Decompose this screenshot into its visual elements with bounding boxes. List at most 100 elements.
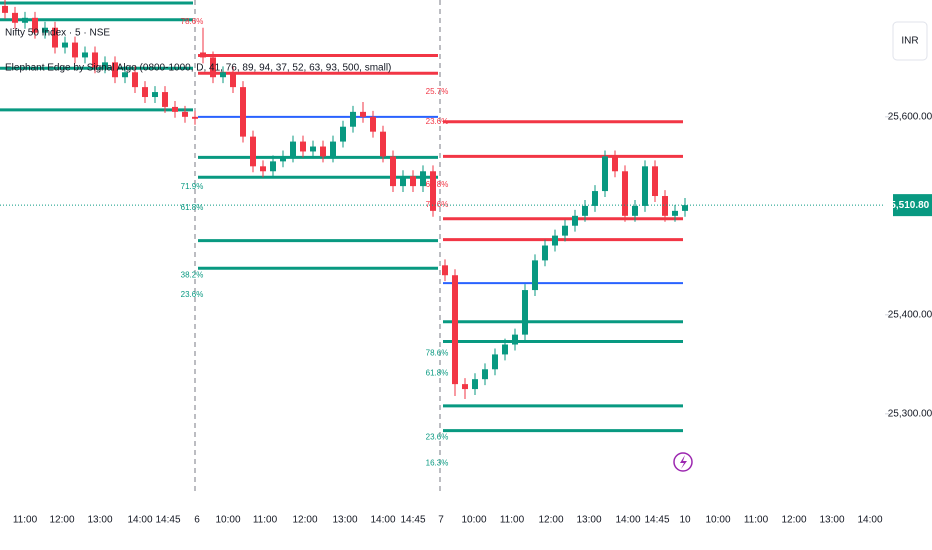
x-tick-label: 11:00 (253, 515, 278, 526)
currency-box[interactable] (892, 21, 928, 61)
candle-body (522, 290, 528, 335)
candle-body (502, 344, 508, 355)
candle-body (552, 235, 558, 246)
level-label: 23.6% (181, 290, 204, 299)
x-tick-label: 14:00 (615, 515, 640, 526)
candle-body (162, 92, 168, 107)
x-tick-label: 12:00 (781, 515, 806, 526)
level-label: 61.8% (426, 180, 449, 189)
candle-body (492, 354, 498, 370)
level-label: 61.8% (181, 203, 204, 212)
candle-body (172, 106, 178, 112)
x-tick-label: 14:45 (155, 515, 180, 526)
candle-body (62, 42, 68, 48)
candle-body (230, 72, 236, 88)
alert-bolt (680, 455, 687, 469)
x-tick-label: 14:45 (644, 515, 669, 526)
candle-body (22, 17, 28, 23)
candle-body (92, 52, 98, 68)
last-price-box (893, 194, 932, 217)
level-label: 25.7% (426, 87, 449, 96)
candle-body (390, 156, 396, 187)
candle-body (512, 334, 518, 345)
candle-body (122, 72, 128, 78)
x-tick-label: 13:00 (87, 515, 112, 526)
candle-body (280, 156, 286, 162)
candle-body (462, 384, 468, 390)
candle-body (102, 62, 108, 68)
candle-body (260, 166, 266, 172)
candle-body (452, 275, 458, 385)
candle-body (430, 171, 436, 211)
x-tick-label: 10:00 (705, 515, 730, 526)
candle-body (2, 5, 8, 13)
candle-body (72, 42, 78, 58)
candle-body (12, 12, 18, 23)
candle-body (360, 111, 366, 117)
level-label: 23.6% (426, 433, 449, 442)
y-tick-label: 25,600.00 (888, 111, 932, 122)
x-tick-label: 13:00 (332, 515, 357, 526)
candle-body (582, 205, 588, 216)
chart-title: Nifty 50 Index · 5 · NSE (5, 28, 110, 39)
x-tick-label: 13:00 (576, 515, 601, 526)
candle-body (652, 166, 658, 197)
candle-body (250, 136, 256, 167)
candle-body (420, 171, 426, 187)
y-tick-label: 25,400.00 (888, 309, 932, 320)
candle-body (42, 27, 48, 33)
level-label: 78.6% (426, 200, 449, 209)
candle-body (210, 57, 216, 78)
candle-body (52, 27, 58, 48)
candle-body (32, 17, 38, 33)
candle-body (572, 215, 578, 226)
x-tick-label: 10:00 (461, 515, 486, 526)
x-tick-label: 6 (194, 515, 200, 526)
candle-body (132, 72, 138, 88)
candle-body (672, 210, 678, 216)
last-price-label: 25,510.80 (885, 200, 930, 211)
candle-body (662, 196, 668, 216)
candle-body (410, 176, 416, 187)
candle-body (220, 72, 226, 78)
x-tick-label: 12:00 (292, 515, 317, 526)
indicator-title: Elephant Edge by Signal Algo (0800-1000,… (5, 63, 391, 74)
candle-body (622, 171, 628, 216)
candle-body (542, 245, 548, 261)
x-tick-label: 14:00 (857, 515, 882, 526)
candle-body (682, 205, 688, 211)
candle-body (270, 161, 276, 172)
x-tick-label: 10:00 (215, 515, 240, 526)
level-label: 78.6% (426, 349, 449, 358)
candle-body (192, 116, 198, 119)
candle-body (612, 156, 618, 172)
level-label: 38.2% (181, 270, 204, 279)
candle-body (200, 52, 206, 58)
x-tick-label: 14:00 (127, 515, 152, 526)
candle-body (482, 369, 488, 380)
x-tick-label: 14:45 (400, 515, 425, 526)
x-tick-label: 10 (679, 515, 691, 526)
candle-body (370, 116, 376, 132)
candle-body (300, 141, 306, 152)
candle-body (400, 176, 406, 187)
candle-body (642, 166, 648, 206)
candle-body (602, 156, 608, 192)
x-tick-label: 14:00 (370, 515, 395, 526)
x-tick-label: 11:00 (500, 515, 525, 526)
x-tick-label: 7 (438, 515, 444, 526)
x-tick-label: 12:00 (49, 515, 74, 526)
candle-body (310, 146, 316, 152)
candle-body (592, 191, 598, 206)
x-tick-label: 12:00 (538, 515, 563, 526)
level-label: 23.6% (426, 117, 449, 126)
candle-body (142, 87, 148, 98)
candle-body (632, 205, 638, 216)
y-tick-label: 25,300.00 (888, 408, 932, 419)
candle-body (472, 379, 478, 390)
candle-body (350, 111, 356, 127)
candle-body (340, 126, 346, 142)
candle-body (380, 131, 386, 157)
candle-body (442, 265, 448, 276)
